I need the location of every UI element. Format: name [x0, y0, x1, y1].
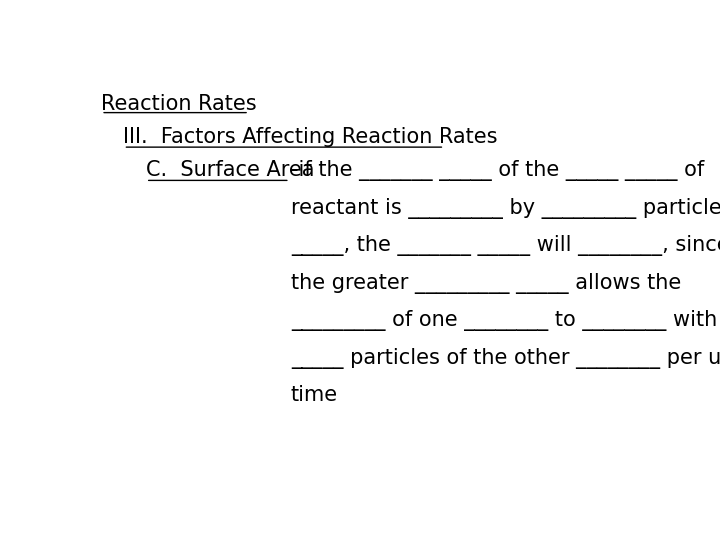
Text: reactant is _________ by _________ particle: reactant is _________ by _________ parti…: [291, 198, 720, 219]
Text: -if the _______ _____ of the _____ _____ of: -if the _______ _____ of the _____ _____…: [291, 160, 704, 181]
Text: Reaction Rates: Reaction Rates: [101, 94, 257, 114]
Text: _____, the _______ _____ will ________, since: _____, the _______ _____ will ________, …: [291, 235, 720, 256]
Text: C.  Surface Area: C. Surface Area: [145, 160, 315, 180]
Text: time: time: [291, 385, 338, 405]
Text: the greater _________ _____ allows the: the greater _________ _____ allows the: [291, 273, 681, 294]
Text: _________ of one ________ to ________ with: _________ of one ________ to ________ wi…: [291, 310, 717, 331]
Text: _____ particles of the other ________ per unit: _____ particles of the other ________ pe…: [291, 348, 720, 368]
Text: III.  Factors Affecting Reaction Rates: III. Factors Affecting Reaction Rates: [124, 127, 498, 147]
